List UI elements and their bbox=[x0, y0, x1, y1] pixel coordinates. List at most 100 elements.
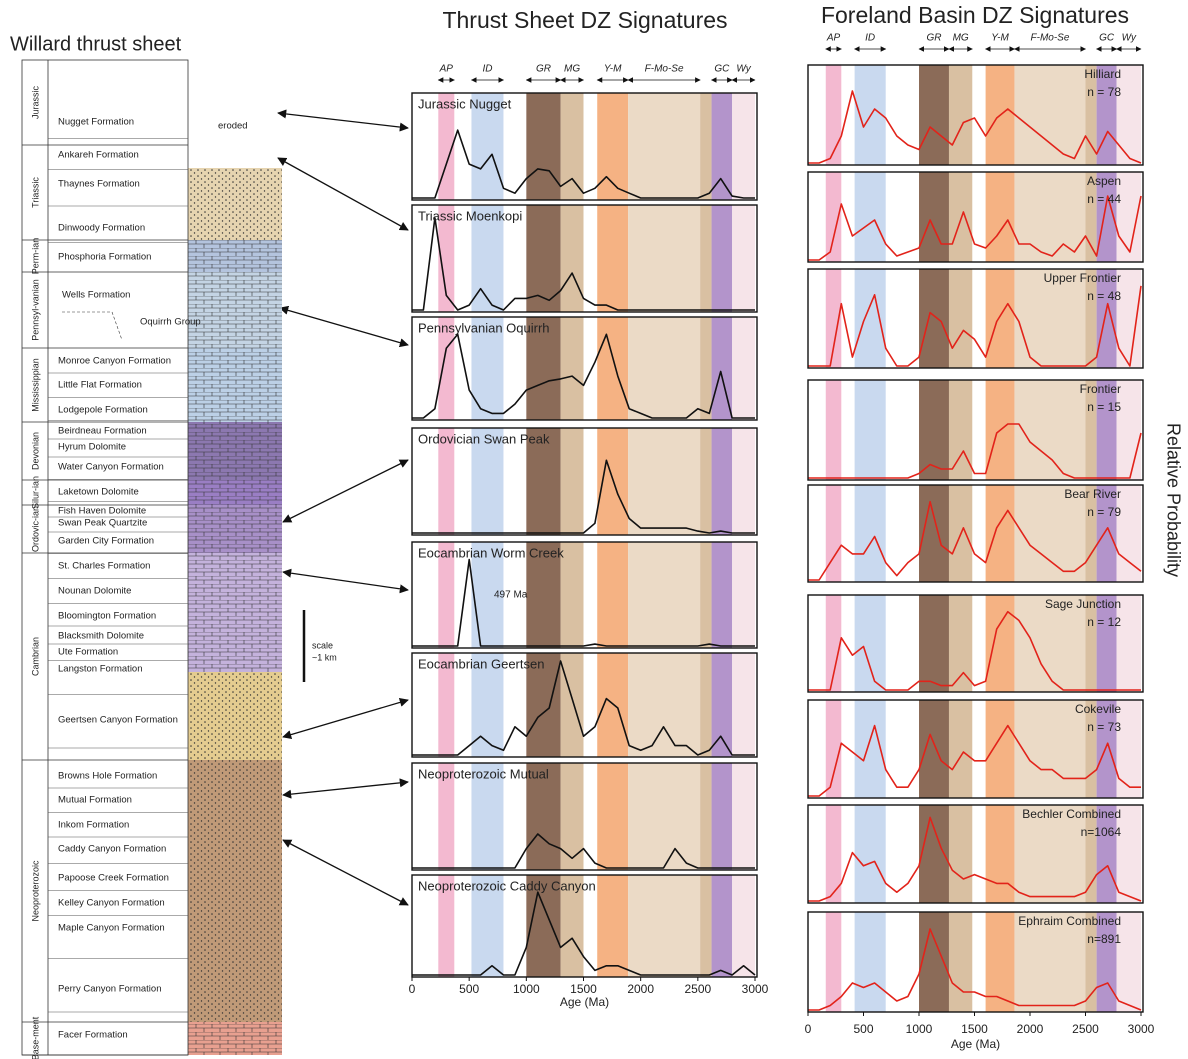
band-label: AP bbox=[439, 64, 454, 75]
panel-label: Frontier bbox=[1080, 382, 1121, 396]
formation-label: Kelley Canyon Formation bbox=[58, 898, 165, 909]
age-band bbox=[712, 93, 733, 200]
panel-n: n = 78 bbox=[1087, 85, 1121, 99]
y-axis-label: Relative Probability bbox=[1163, 423, 1183, 577]
age-band bbox=[1014, 380, 1085, 480]
x-axis-label: Age (Ma) bbox=[951, 1037, 1000, 1051]
age-band bbox=[949, 380, 972, 480]
panel-label: Pennsylvanian Oquirrh bbox=[418, 320, 550, 335]
formation-label: Maple Canyon Formation bbox=[58, 923, 165, 934]
formation-label: Browns Hole Formation bbox=[58, 771, 157, 782]
formation-label: Monroe Canyon Formation bbox=[58, 356, 171, 367]
panel-label: Bear River bbox=[1064, 487, 1121, 501]
formation-label: Nugget Formation bbox=[58, 117, 134, 128]
age-band bbox=[732, 93, 755, 200]
age-band bbox=[855, 805, 886, 903]
formation-label: Inkom Formation bbox=[58, 820, 129, 831]
age-band bbox=[826, 380, 842, 480]
x-tick-label: 3000 bbox=[742, 982, 769, 996]
age-band bbox=[919, 380, 949, 480]
x-tick-label: 3000 bbox=[1128, 1022, 1155, 1036]
formation-label: Oquirrh Group bbox=[140, 317, 201, 328]
age-band bbox=[732, 542, 755, 648]
band-label: F-Mo-Se bbox=[645, 64, 684, 75]
band-label: Y-M bbox=[991, 33, 1009, 44]
band-label: ID bbox=[482, 64, 492, 75]
panel-label: Sage Junction bbox=[1045, 597, 1121, 611]
panel-n: n = 15 bbox=[1087, 400, 1121, 414]
x-tick-label: 2000 bbox=[1017, 1022, 1044, 1036]
lithology-pattern bbox=[188, 348, 282, 422]
period-label: Pennsyl-vanian bbox=[30, 279, 40, 341]
age-band bbox=[700, 205, 711, 312]
period-label: Base-ment bbox=[30, 1016, 40, 1059]
formation-label: Wells Formation bbox=[62, 290, 130, 301]
chart-title: Thrust Sheet DZ Signatures bbox=[442, 7, 727, 33]
x-tick-label: 1500 bbox=[570, 982, 597, 996]
panel-label: Hilliard bbox=[1084, 67, 1121, 81]
panel-n: n = 73 bbox=[1087, 720, 1121, 734]
column-title: Willard thrust sheet bbox=[10, 33, 182, 55]
band-label: AP bbox=[826, 33, 841, 44]
formation-label: Thaynes Formation bbox=[58, 179, 140, 190]
age-band bbox=[1014, 65, 1085, 165]
formation-label: Mutual Formation bbox=[58, 795, 132, 806]
figure: Willard thrust sheet eroded scale ~1 km … bbox=[0, 0, 1188, 1059]
panel-label: Ephraim Combined bbox=[1018, 914, 1121, 928]
formation-label: Laketown Dolomite bbox=[58, 487, 139, 498]
panel-n: n = 44 bbox=[1087, 192, 1121, 206]
band-label: F-Mo-Se bbox=[1031, 33, 1070, 44]
formation-label: Perry Canyon Formation bbox=[58, 984, 161, 995]
age-band bbox=[919, 700, 949, 798]
age-band bbox=[949, 269, 972, 368]
age-band bbox=[700, 875, 711, 977]
lithology-pattern bbox=[188, 1022, 282, 1055]
age-band bbox=[986, 700, 1015, 798]
age-band bbox=[732, 653, 755, 757]
age-band bbox=[826, 700, 842, 798]
formation-label: Water Canyon Formation bbox=[58, 462, 164, 473]
age-band bbox=[949, 912, 972, 1012]
formation-label: Blacksmith Dolomite bbox=[58, 631, 144, 642]
band-label: GR bbox=[536, 64, 551, 75]
x-tick-label: 1000 bbox=[906, 1022, 933, 1036]
age-band bbox=[949, 805, 972, 903]
age-band bbox=[712, 542, 733, 648]
age-band bbox=[597, 205, 628, 312]
lithology-pattern bbox=[188, 168, 282, 240]
age-band bbox=[628, 93, 700, 200]
formation-label: Geertsen Canyon Formation bbox=[58, 715, 178, 726]
panel-label: Jurassic Nugget bbox=[418, 96, 512, 111]
panel-label: Cokevile bbox=[1075, 702, 1121, 716]
age-band bbox=[826, 485, 842, 582]
x-tick-label: 2500 bbox=[1072, 1022, 1099, 1036]
age-band bbox=[712, 428, 733, 535]
lithology-pattern bbox=[188, 672, 282, 760]
age-band bbox=[700, 653, 711, 757]
age-band bbox=[855, 595, 886, 692]
panel-label: Bechler Combined bbox=[1022, 807, 1121, 821]
formation-label: Langston Formation bbox=[58, 664, 143, 675]
age-band bbox=[561, 763, 584, 870]
age-band bbox=[986, 595, 1015, 692]
age-band bbox=[826, 912, 842, 1012]
age-band bbox=[712, 205, 733, 312]
panel-label: Ordovician Swan Peak bbox=[418, 431, 550, 446]
formation-label: Caddy Canyon Formation bbox=[58, 844, 166, 855]
band-label: MG bbox=[953, 33, 969, 44]
period-label: Mississippian bbox=[30, 358, 40, 412]
age-band bbox=[986, 485, 1015, 582]
x-tick-label: 500 bbox=[459, 982, 479, 996]
x-tick-label: 500 bbox=[853, 1022, 873, 1036]
period-label: Triassic bbox=[30, 177, 40, 208]
formation-label: St. Charles Formation bbox=[58, 561, 150, 572]
age-band bbox=[628, 875, 700, 977]
age-band bbox=[1014, 172, 1085, 262]
age-band bbox=[700, 542, 711, 648]
panel-label: Triassic Moenkopi bbox=[418, 208, 522, 223]
age-band bbox=[597, 763, 628, 870]
age-band bbox=[855, 380, 886, 480]
age-band bbox=[855, 269, 886, 368]
period-label: Silur-ian bbox=[30, 476, 40, 509]
period-label: Neoproterozoic bbox=[30, 860, 40, 922]
